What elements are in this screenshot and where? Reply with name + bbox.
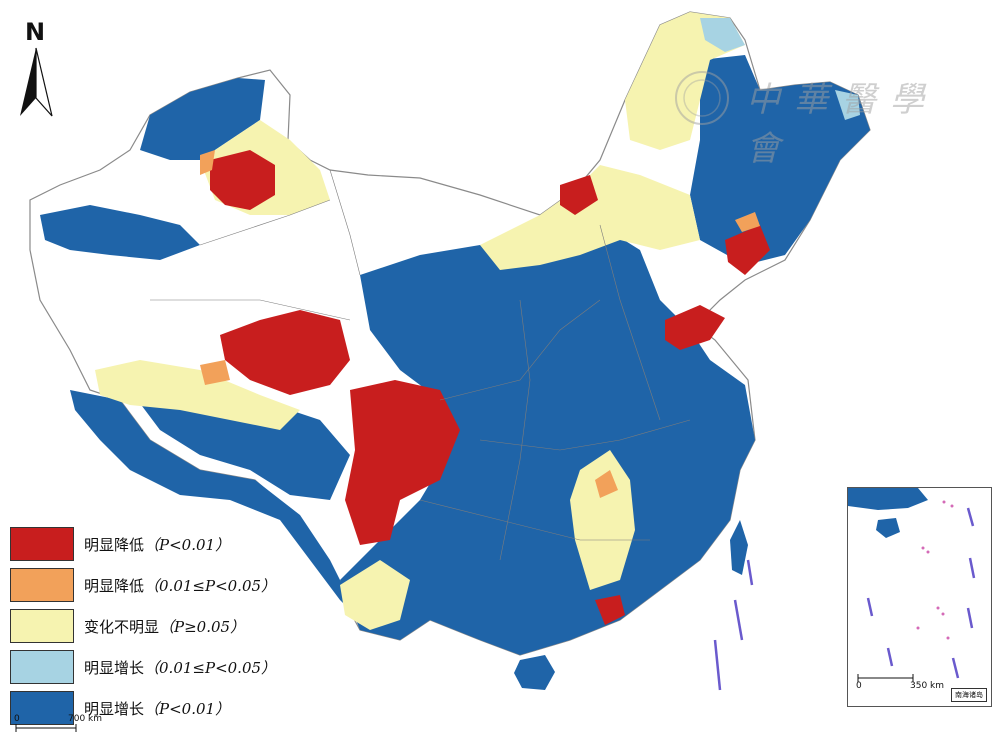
scale-end: 700 km <box>68 714 103 724</box>
province-borders <box>150 169 691 561</box>
inset-label: 南海诸岛 <box>951 688 987 702</box>
hainan-island <box>514 655 555 690</box>
scale-start: 0 <box>14 714 20 724</box>
heilongjiang-lightblue <box>835 90 860 120</box>
region-decrease <box>200 150 760 498</box>
scale-bar: 0 700 km <box>14 714 124 744</box>
qinghai-yellow <box>95 360 300 430</box>
east-blue-region <box>340 225 755 655</box>
region-decrease-strong <box>210 150 770 625</box>
inset-scale-start: 0 <box>856 681 862 691</box>
legend: 明显降低（P<0.01） 明显降低（0.01≤P<0.05） 变化不明显（P≥0… <box>10 524 280 729</box>
northeast-lightblue <box>700 18 745 52</box>
inset-map: 0 350 km 南海诸岛 <box>847 487 992 707</box>
inset-map-graphic <box>848 488 976 682</box>
sichuan-red <box>345 380 460 545</box>
legend-label: 明显降低（P<0.01） <box>84 535 231 554</box>
central-yellow <box>570 450 635 590</box>
legend-swatch <box>10 691 74 725</box>
legend-item: 明显增长（P<0.01） <box>10 688 280 728</box>
legend-label: 明显增长（P<0.01） <box>84 699 231 718</box>
watermark: 中華醫學會 <box>668 68 948 169</box>
northeast-orange <box>735 212 760 232</box>
inner-mongolia-red <box>560 175 598 215</box>
legend-item: 明显降低（P<0.01） <box>10 524 280 564</box>
sea-boundary <box>713 559 754 691</box>
inner-mongolia-yellow <box>480 165 700 270</box>
northeast-red <box>725 225 770 275</box>
northeast-blue-region <box>690 55 870 265</box>
north-arrow-icon <box>20 47 53 117</box>
inset-scale-end: 350 km <box>910 681 945 691</box>
guangdong-red <box>595 595 625 625</box>
legend-swatch <box>10 527 74 561</box>
region-increase-strong <box>40 55 870 690</box>
xinjiang-orange <box>200 150 215 175</box>
legend-label: 明显增长（0.01≤P<0.05） <box>84 658 277 677</box>
legend-swatch <box>10 609 74 643</box>
tibet-orange <box>200 360 230 385</box>
north-arrow: N <box>10 18 62 118</box>
region-increase <box>700 18 860 120</box>
legend-item: 明显降低（0.01≤P<0.05） <box>10 565 280 605</box>
xinjiang-west-blue <box>40 205 200 260</box>
west-blue-region <box>70 390 360 620</box>
north-letter: N <box>25 18 46 46</box>
shandong-red <box>665 305 725 350</box>
legend-item: 明显增长（0.01≤P<0.05） <box>10 647 280 687</box>
watermark-text: 中華醫學會 <box>746 80 938 169</box>
central-orange <box>595 470 618 498</box>
southwest-yellow <box>340 560 410 630</box>
xinjiang-north-blue <box>140 78 265 160</box>
watermark-seal-icon <box>675 71 729 125</box>
scale-bar-graphic <box>15 724 77 732</box>
legend-swatch <box>10 650 74 684</box>
legend-item: 变化不明显（P≥0.05） <box>10 606 280 646</box>
legend-label: 明显降低（0.01≤P<0.05） <box>84 576 277 595</box>
xinjiang-red <box>210 150 275 210</box>
northeast-yellow <box>625 12 745 150</box>
taiwan-island <box>730 520 748 575</box>
legend-swatch <box>10 568 74 602</box>
legend-label: 变化不明显（P≥0.05） <box>84 617 246 636</box>
tibet-red <box>220 310 350 395</box>
